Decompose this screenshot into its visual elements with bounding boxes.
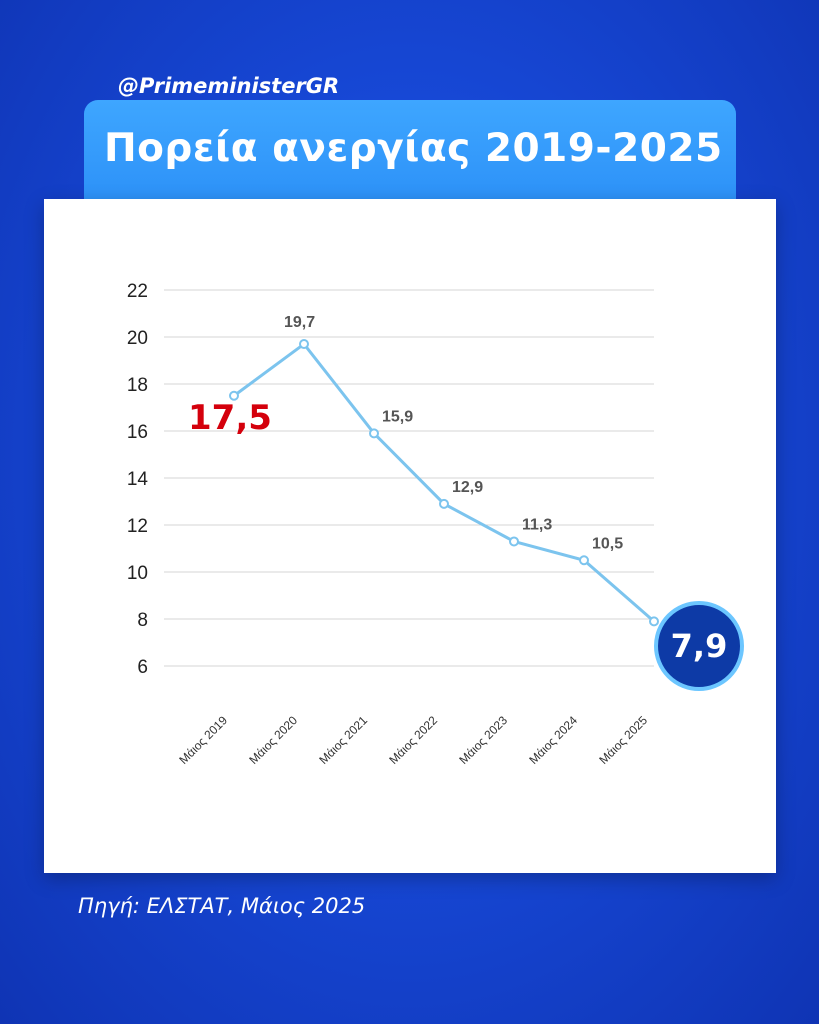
x-tick-label: Μάιος 2024 bbox=[526, 713, 580, 767]
data-point bbox=[509, 536, 519, 547]
first-value-highlight: 17,5 bbox=[188, 398, 272, 438]
x-tick-label: Μάιος 2021 bbox=[316, 713, 370, 767]
x-tick-label: Μάιος 2019 bbox=[176, 713, 230, 767]
line-chart: 6 8 10 12 14 16 18 20 22 19,7 15,9 12,9 11,3 10,5 Μάιο… bbox=[127, 281, 659, 767]
final-value-badge: 7,9 bbox=[654, 601, 744, 691]
data-point bbox=[369, 428, 379, 439]
account-handle: @PrimeministerGR bbox=[118, 74, 340, 98]
y-tick-label: 12 bbox=[127, 516, 148, 537]
data-point bbox=[299, 339, 309, 350]
data-point bbox=[439, 498, 449, 509]
series-line bbox=[233, 341, 655, 623]
chart-title: Πορεία ανεργίας 2019-2025 bbox=[104, 126, 723, 171]
data-label: 10,5 bbox=[592, 535, 623, 552]
y-tick-label: 10 bbox=[127, 563, 148, 584]
y-tick-label: 18 bbox=[127, 375, 148, 396]
chart-card: 6 8 10 12 14 16 18 20 22 19,7 15,9 12,9 11,3 10,5 Μάιο… bbox=[44, 199, 776, 873]
x-tick-label: Μάιος 2023 bbox=[456, 713, 510, 767]
y-tick-label: 22 bbox=[127, 281, 148, 302]
y-tick-label: 14 bbox=[127, 469, 149, 490]
y-tick-label: 16 bbox=[127, 422, 148, 443]
y-tick-label: 20 bbox=[127, 328, 148, 349]
data-label: 15,9 bbox=[382, 408, 413, 425]
source-note: Πηγή: ΕΛΣΤΑΤ, Μάιος 2025 bbox=[78, 894, 366, 918]
x-tick-label: Μάιος 2020 bbox=[246, 713, 300, 767]
final-value-label: 7,9 bbox=[670, 627, 728, 665]
x-tick-label: Μάιος 2022 bbox=[386, 713, 440, 767]
y-tick-label: 6 bbox=[137, 657, 148, 678]
data-point bbox=[229, 390, 239, 401]
data-label: 11,3 bbox=[522, 516, 552, 533]
data-point bbox=[649, 616, 659, 627]
y-tick-label: 8 bbox=[137, 610, 148, 631]
title-tab bbox=[84, 100, 736, 212]
data-label: 19,7 bbox=[284, 314, 315, 331]
data-point bbox=[579, 555, 589, 566]
data-label: 12,9 bbox=[452, 479, 483, 496]
x-tick-label: Μάιος 2025 bbox=[596, 713, 650, 767]
